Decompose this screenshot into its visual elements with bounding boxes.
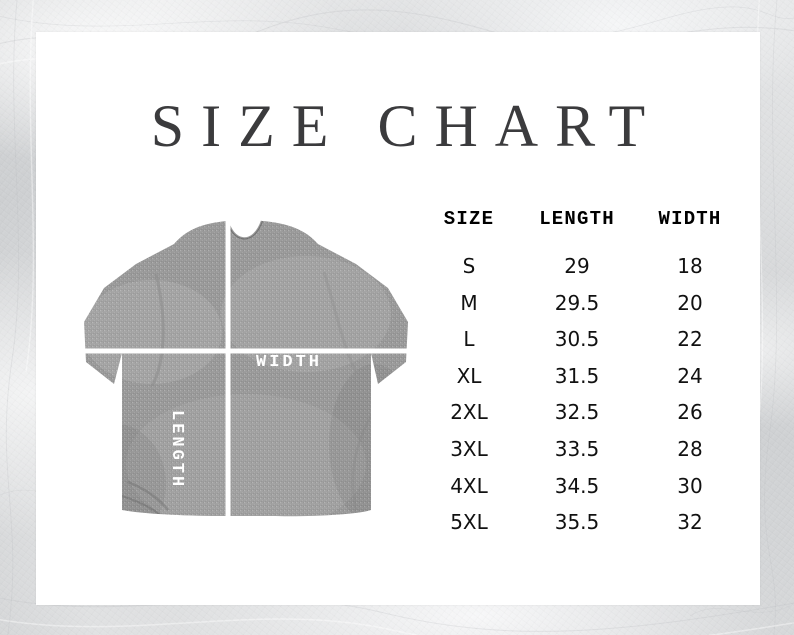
tshirt-graphic	[56, 214, 416, 534]
cell-size: 5XL	[450, 510, 488, 535]
cell-size: S	[462, 254, 476, 278]
cell-width: 28	[677, 436, 703, 461]
cell-width: 24	[677, 363, 703, 388]
chart-card: SIZE CHART	[36, 32, 760, 605]
cell-width: 20	[677, 290, 703, 315]
cell-width: 22	[677, 327, 703, 352]
shirt-body	[84, 221, 408, 517]
cell-length: 35.5	[554, 510, 600, 535]
header-length: LENGTH	[539, 208, 615, 230]
tshirt-illustration: WIDTH LENGTH	[56, 214, 416, 534]
table-row: 2XL 32.5 26	[422, 402, 742, 439]
cell-size: 3XL	[450, 436, 488, 461]
cell-size: L	[463, 327, 475, 352]
cell-size: XL	[456, 363, 482, 388]
cell-width: 30	[677, 473, 703, 498]
cell-length: 34.5	[554, 473, 600, 498]
width-label: WIDTH	[256, 353, 323, 372]
cell-length: 29	[564, 254, 590, 278]
cell-length: 29.5	[554, 290, 600, 315]
cell-size: 2XL	[450, 400, 488, 425]
table-row: 3XL 33.5 28	[422, 439, 742, 476]
table-row: S 29 18	[422, 256, 742, 293]
cell-size: 4XL	[450, 473, 488, 498]
cell-size: M	[460, 290, 478, 315]
table-row: M 29.5 20	[422, 293, 742, 330]
table-row: L 30.5 22	[422, 329, 742, 366]
table-header-row: SIZE LENGTH WIDTH	[422, 210, 742, 256]
cell-length: 33.5	[554, 436, 600, 461]
page-title: SIZE CHART	[150, 93, 663, 159]
cell-length: 31.5	[554, 363, 600, 388]
size-table: SIZE LENGTH WIDTH S 29 18 M 29.5 20 L 30…	[422, 210, 742, 549]
header-width: WIDTH	[658, 208, 722, 230]
length-label: LENGTH	[167, 410, 186, 490]
table-row: 4XL 34.5 30	[422, 476, 742, 513]
header-size: SIZE	[443, 208, 495, 230]
cell-length: 32.5	[554, 400, 600, 425]
table-row: XL 31.5 24	[422, 366, 742, 403]
cell-length: 30.5	[554, 327, 600, 352]
table-row: 5XL 35.5 32	[422, 512, 742, 549]
cell-width: 32	[677, 510, 703, 535]
cell-width: 18	[677, 254, 703, 278]
cell-width: 26	[677, 400, 703, 425]
